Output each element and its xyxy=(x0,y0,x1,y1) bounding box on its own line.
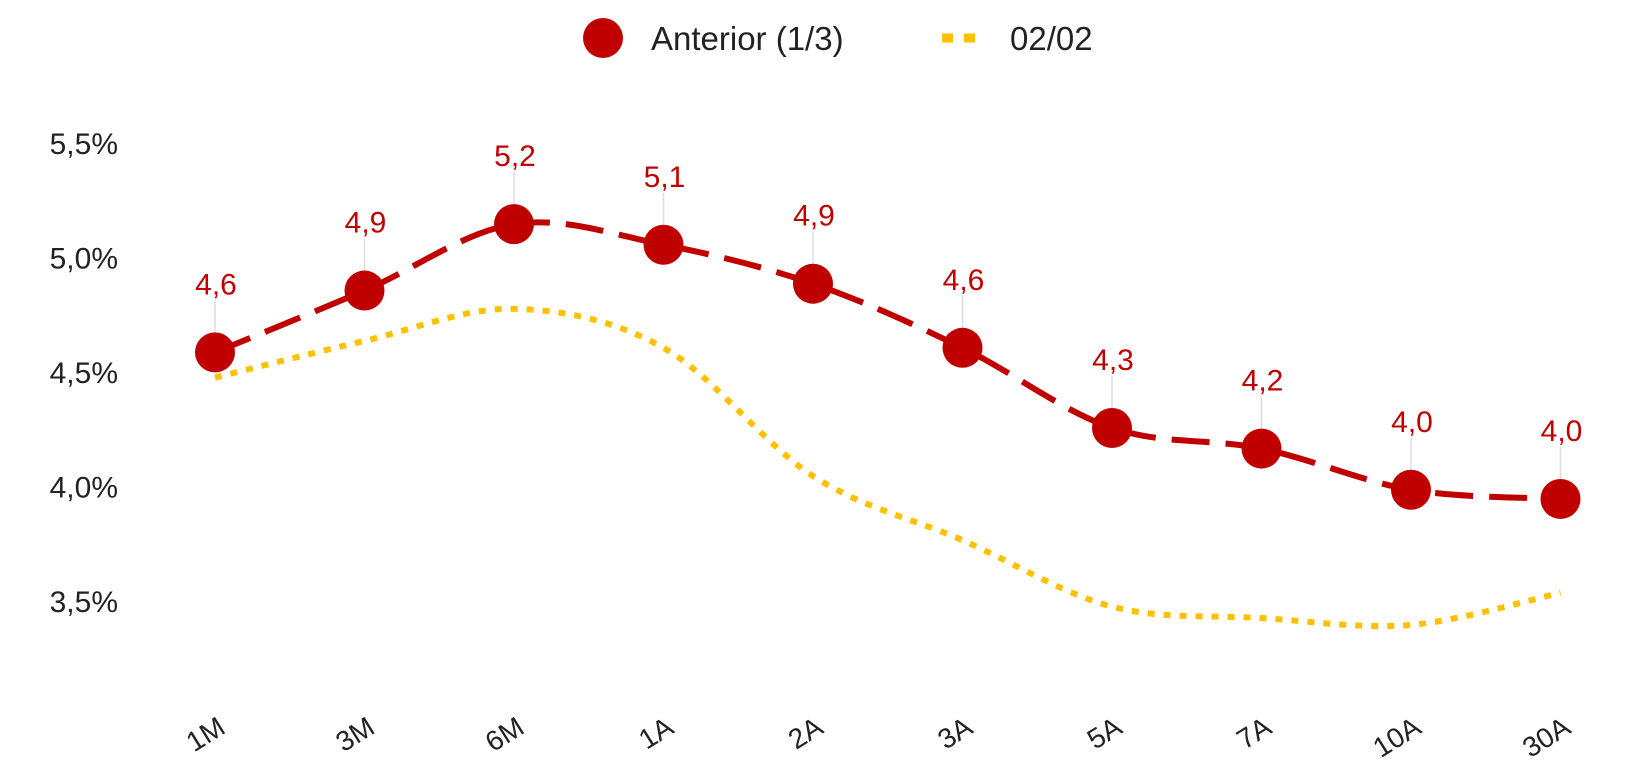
x-tick-label: 10A xyxy=(1367,711,1426,763)
data-label: 4,6 xyxy=(943,264,985,297)
x-tick-label: 1M xyxy=(181,711,230,758)
legend-label-anterior: Anterior (1/3) xyxy=(651,20,844,57)
data-point-anterior xyxy=(195,332,235,373)
series-line-anterior xyxy=(213,219,1561,502)
data-label: 5,1 xyxy=(644,161,686,194)
data-label: 4,2 xyxy=(1242,365,1284,398)
x-tick-label: 2A xyxy=(783,711,829,756)
y-tick-label: 4,5% xyxy=(50,357,118,390)
data-point-anterior xyxy=(494,204,534,245)
y-tick-label: 5,0% xyxy=(50,243,118,276)
data-point-anterior xyxy=(942,327,983,368)
data-label: 4,6 xyxy=(195,268,237,301)
x-tick-label: 6M xyxy=(480,711,529,758)
legend-marker-anterior xyxy=(583,18,623,58)
data-label: 4,9 xyxy=(345,207,387,240)
y-tick-label: 3,5% xyxy=(50,586,118,619)
data-label: 4,0 xyxy=(1541,415,1583,448)
x-tick-label: 1A xyxy=(633,711,679,756)
data-label: 4,0 xyxy=(1391,406,1433,439)
data-label: 5,2 xyxy=(494,140,536,173)
data-point-anterior xyxy=(1540,478,1581,519)
series-line-0202 xyxy=(214,305,1562,630)
x-tick-label: 3A xyxy=(932,711,978,756)
legend-label-0202: 02/02 xyxy=(1010,20,1093,57)
x-tick-label: 3M xyxy=(330,711,379,758)
chart-legend: Anterior (1/3) 02/02 xyxy=(583,18,1093,58)
data-label: 4,3 xyxy=(1092,344,1134,377)
x-tick-label: 5A xyxy=(1082,711,1128,756)
data-point-anterior xyxy=(793,263,833,304)
data-label: 4,9 xyxy=(793,200,835,233)
x-tick-label: 7A xyxy=(1231,711,1277,756)
x-axis: 1M 3M 6M 1A 2A 3A 5A 7A 10A 30A xyxy=(181,711,1576,763)
y-tick-label: 5,5% xyxy=(50,128,118,161)
y-axis: 5,5% 5,0% 4,5% 4,0% 3,5% xyxy=(50,128,118,619)
data-point-anterior xyxy=(1092,407,1132,448)
data-point-anterior xyxy=(1391,469,1431,510)
y-tick-label: 4,0% xyxy=(50,472,118,505)
data-point-anterior xyxy=(344,270,385,311)
x-tick-label: 30A xyxy=(1517,711,1576,763)
data-point-anterior xyxy=(1241,428,1282,469)
data-point-anterior xyxy=(643,224,684,265)
plot-area: 4,6 4,9 5,2 5,1 4,9 4,6 4,3 4,2 4,0 4,0 xyxy=(195,140,1583,630)
